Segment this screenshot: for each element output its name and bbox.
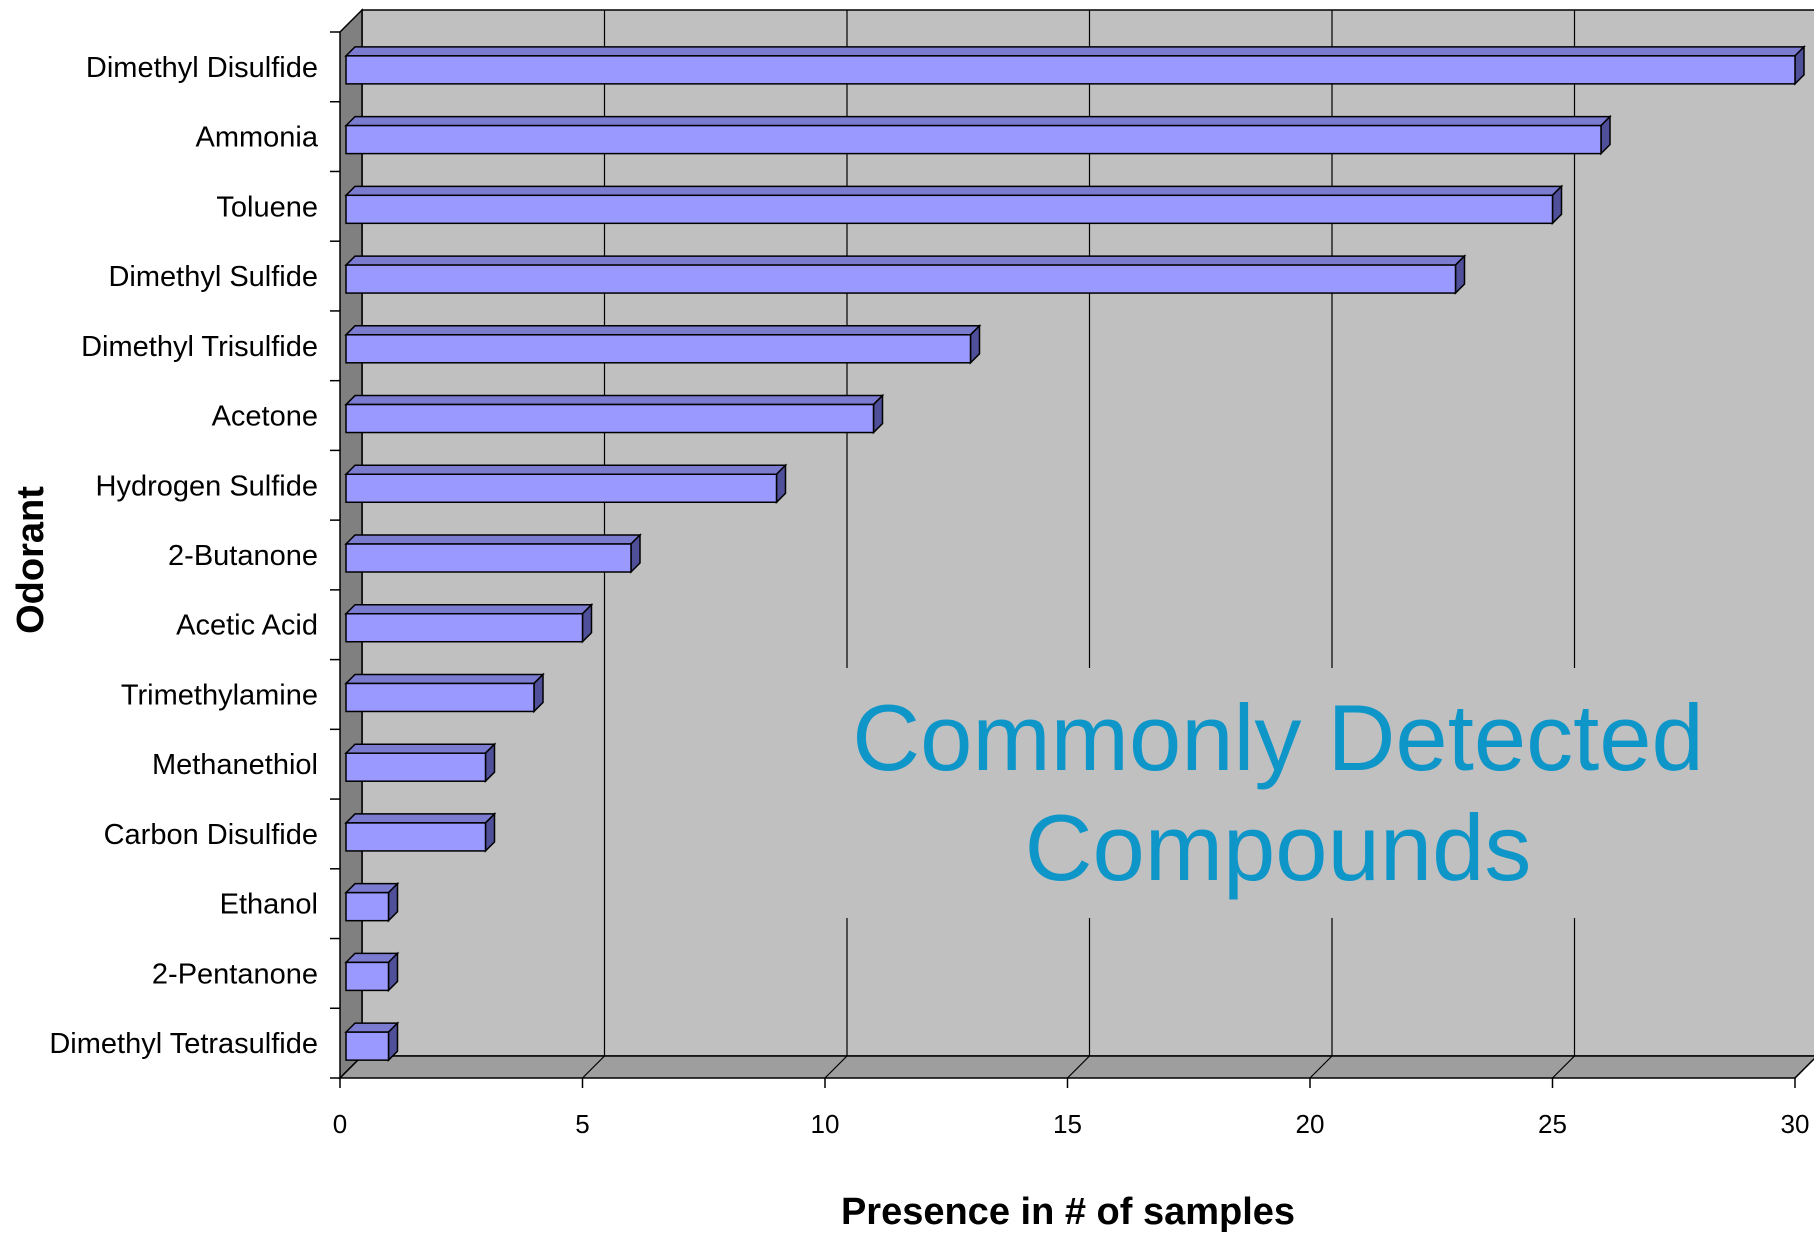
- bar: [344, 184, 1564, 226]
- bar-top: [344, 46, 1806, 57]
- bar: [344, 951, 400, 993]
- category-label: 2-Butanone: [168, 540, 318, 572]
- bar-face: [345, 1031, 390, 1061]
- x-tick-labels: 0 5 10 15 20 25 30: [333, 1109, 1810, 1139]
- bar: [344, 672, 545, 714]
- category-label: Methanethiol: [152, 749, 318, 781]
- bar: [344, 114, 1612, 156]
- bar: [344, 1021, 400, 1062]
- bar: [344, 812, 497, 853]
- annotation-line: Commonly Detected: [852, 685, 1704, 790]
- x-tick-label: 5: [575, 1109, 589, 1139]
- bar: [344, 393, 885, 435]
- floor-gridline: [1067, 1055, 1090, 1079]
- floor-gridline: [582, 1055, 605, 1079]
- bar: [344, 254, 1467, 295]
- bar-face: [345, 194, 1554, 225]
- x-tick-label: 25: [1538, 1109, 1567, 1139]
- bar-top: [344, 325, 982, 336]
- x-tick-label: 15: [1053, 1109, 1082, 1139]
- bar: [344, 602, 594, 644]
- bar: [344, 463, 788, 505]
- category-label: Carbon Disulfide: [104, 819, 318, 851]
- annotation: Commonly Detected Compounds: [808, 668, 1728, 918]
- bar-top: [344, 185, 1564, 197]
- category-label: Trimethylamine: [121, 679, 318, 711]
- category-label: Hydrogen Sulfide: [96, 470, 318, 502]
- bar-face: [345, 822, 487, 852]
- bar-face: [345, 752, 487, 782]
- bar-top: [344, 394, 885, 406]
- annotation-text: Commonly Detected Compounds: [852, 685, 1704, 900]
- bar-face: [345, 961, 390, 992]
- bar-top: [344, 673, 545, 685]
- bar-top: [344, 464, 788, 476]
- category-label: Acetic Acid: [176, 610, 318, 642]
- x-tick-label: 20: [1296, 1109, 1325, 1139]
- bar-face: [345, 124, 1602, 155]
- bar: [344, 742, 497, 784]
- floor-gridline: [1309, 1055, 1333, 1079]
- category-label: Dimethyl Trisulfide: [81, 331, 318, 363]
- category-label: Dimethyl Sulfide: [108, 261, 318, 293]
- bar-face: [345, 891, 390, 922]
- floor-gridline: [824, 1055, 848, 1079]
- floor: [338, 1055, 1814, 1079]
- annotation-line: Compounds: [1025, 795, 1532, 900]
- category-labels: Dimethyl Disulfide Ammonia Toluene Dimethyl…: [49, 52, 318, 1060]
- bar-face: [345, 612, 584, 643]
- bar-face: [345, 403, 875, 434]
- bar-top: [344, 743, 497, 754]
- category-label: Dimethyl Disulfide: [86, 52, 318, 84]
- x-axis-title: Presence in # of samples: [841, 1191, 1295, 1233]
- category-label: Acetone: [212, 401, 318, 433]
- y-axis-title: Odorant: [10, 486, 52, 634]
- bar-top: [344, 115, 1612, 127]
- bars: [344, 45, 1806, 1062]
- x-tick-label: 30: [1781, 1109, 1810, 1139]
- floor-gridline: [1794, 1058, 1814, 1079]
- floor-gridline: [1552, 1055, 1575, 1079]
- category-label: Ethanol: [220, 889, 318, 921]
- bar: [344, 323, 982, 365]
- category-label: 2-Pentanone: [152, 958, 318, 990]
- bar-face: [345, 682, 535, 713]
- bar-top: [344, 255, 1467, 266]
- bar-top: [344, 603, 594, 615]
- x-tick-label: 0: [333, 1109, 347, 1139]
- bar-face: [345, 473, 778, 504]
- bar: [344, 45, 1806, 86]
- bar-face: [345, 334, 972, 364]
- bar-top: [344, 813, 497, 824]
- annotation-background: [808, 668, 1728, 918]
- bar-face: [345, 543, 632, 573]
- x-tick-label: 10: [811, 1109, 840, 1139]
- bar-top: [344, 534, 642, 545]
- bar: [344, 881, 400, 923]
- bar-face: [345, 55, 1796, 85]
- category-label: Toluene: [216, 191, 318, 223]
- category-label: Dimethyl Tetrasulfide: [49, 1028, 318, 1060]
- bar-face: [345, 264, 1457, 294]
- bar: [344, 533, 642, 574]
- category-label: Ammonia: [196, 122, 319, 154]
